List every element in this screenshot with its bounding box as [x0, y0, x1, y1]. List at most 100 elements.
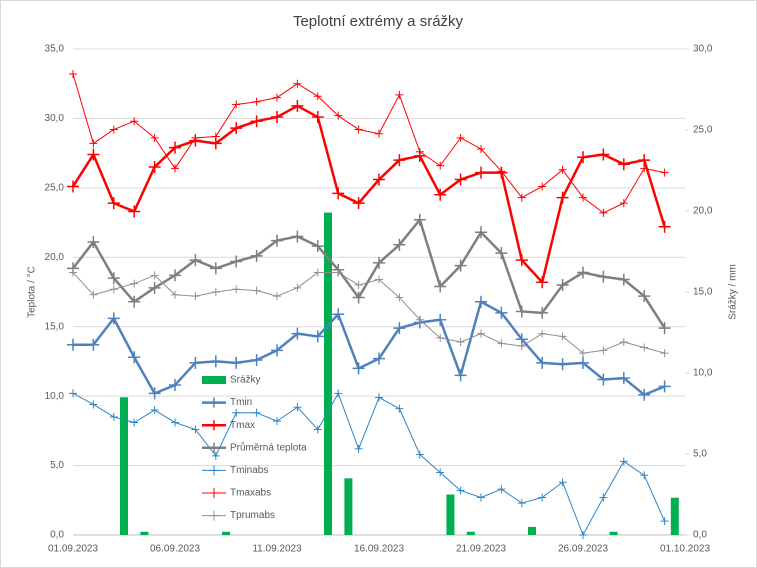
marker — [638, 290, 651, 303]
y-tick-label: 5,0 — [50, 460, 64, 471]
marker — [273, 292, 281, 301]
marker — [109, 125, 118, 134]
y-tick-label: 20,0 — [45, 252, 65, 263]
marker — [89, 139, 98, 148]
marker — [619, 337, 628, 346]
marker — [171, 418, 179, 427]
marker — [148, 281, 161, 294]
marker — [293, 283, 302, 292]
bar — [344, 478, 353, 535]
marker — [150, 406, 159, 415]
marker — [577, 356, 589, 369]
marker — [373, 256, 385, 269]
marker — [373, 173, 385, 186]
marker — [352, 197, 365, 210]
marker — [291, 230, 304, 243]
marker — [67, 180, 79, 193]
marker — [599, 208, 608, 217]
marker — [434, 280, 447, 293]
marker — [334, 268, 343, 277]
marker — [291, 327, 304, 340]
marker — [311, 240, 324, 253]
marker — [477, 493, 485, 502]
y-tick-label: 10,0 — [45, 391, 65, 402]
legend-swatch — [202, 376, 226, 384]
marker — [69, 389, 77, 398]
marker — [517, 342, 526, 351]
marker — [375, 275, 383, 284]
marker — [169, 379, 181, 392]
legend-label: Tminabs — [230, 465, 268, 476]
marker — [393, 238, 406, 251]
marker — [332, 187, 345, 200]
marker — [252, 97, 261, 106]
x-tick-label: 16.09.2023 — [354, 544, 404, 555]
marker — [517, 499, 526, 508]
marker — [291, 99, 304, 112]
marker — [89, 400, 98, 409]
marker — [209, 442, 219, 453]
marker — [577, 266, 589, 279]
marker — [311, 330, 324, 343]
marker — [579, 193, 587, 202]
marker — [189, 254, 202, 267]
marker — [597, 373, 610, 386]
marker — [130, 279, 139, 288]
marker — [413, 213, 426, 226]
marker — [128, 205, 141, 218]
marker — [313, 425, 322, 434]
y-tick-label: 0,0 — [50, 530, 64, 541]
marker — [477, 144, 485, 153]
marker — [456, 337, 465, 346]
marker — [273, 417, 281, 426]
marker — [638, 154, 651, 167]
marker — [415, 450, 424, 459]
marker — [617, 273, 630, 286]
marker — [209, 510, 219, 521]
marker — [293, 79, 302, 88]
marker — [332, 308, 345, 321]
marker — [250, 354, 263, 367]
marker — [354, 281, 363, 290]
marker — [169, 141, 181, 154]
marker — [619, 457, 628, 466]
marker — [313, 268, 322, 277]
marker — [130, 418, 139, 427]
chart-title: Teplotní extrémy a srážky — [293, 13, 464, 30]
marker — [434, 188, 447, 201]
marker — [538, 493, 547, 502]
marker — [434, 313, 447, 326]
marker — [640, 343, 649, 352]
marker — [209, 397, 219, 408]
marker — [599, 346, 608, 355]
marker — [148, 161, 161, 174]
marker — [311, 111, 324, 124]
marker — [128, 351, 141, 364]
marker — [191, 133, 200, 142]
y2-tick-label: 30,0 — [693, 44, 713, 55]
marker — [456, 486, 465, 495]
marker — [599, 493, 608, 502]
marker — [250, 115, 263, 128]
marker — [395, 90, 404, 99]
y2-tick-label: 5,0 — [693, 449, 707, 460]
marker — [436, 468, 445, 477]
marker — [150, 271, 159, 280]
marker — [436, 333, 445, 342]
marker — [536, 306, 549, 319]
marker — [497, 339, 506, 348]
marker — [130, 117, 139, 126]
y2-axis-label: Srážky / mm — [728, 264, 739, 320]
legend-label: Průměrná teplota — [230, 441, 307, 453]
legend-label: Tprumabs — [230, 510, 275, 521]
marker — [354, 125, 363, 134]
legend-label: Tmax — [230, 420, 255, 431]
marker — [334, 389, 343, 398]
marker — [87, 338, 100, 351]
marker — [454, 259, 467, 272]
x-tick-label: 01.09.2023 — [48, 544, 98, 555]
marker — [536, 276, 549, 289]
y-tick-label: 15,0 — [45, 321, 65, 332]
marker — [497, 167, 506, 176]
marker — [148, 387, 161, 400]
